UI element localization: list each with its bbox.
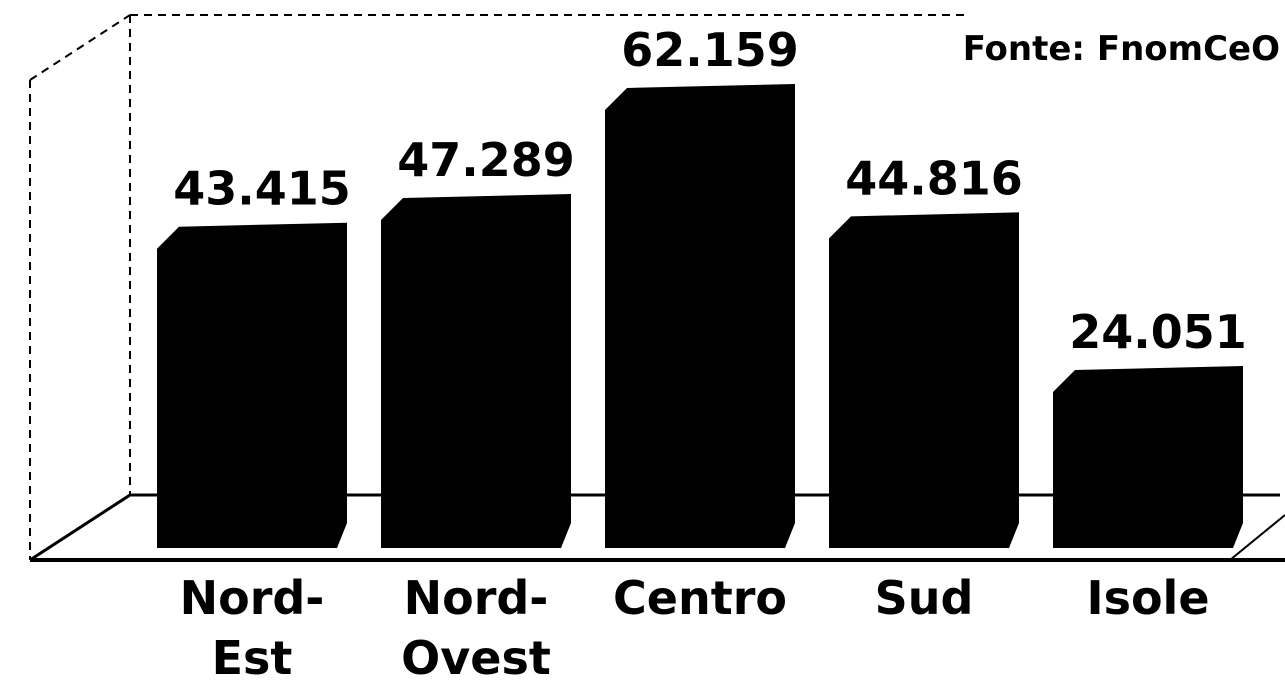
x-tick-label: Nord-Est <box>180 571 325 685</box>
x-tick-label: Isole <box>1086 571 1209 625</box>
bar <box>1053 366 1243 548</box>
bar <box>829 212 1019 548</box>
x-tick-label: Centro <box>613 571 787 625</box>
bar <box>157 222 347 549</box>
value-label: 47.289 <box>397 133 575 187</box>
value-label: 24.051 <box>1069 305 1247 359</box>
x-tick-label: Sud <box>875 571 974 625</box>
bar <box>381 194 571 549</box>
value-label: 43.415 <box>173 162 351 216</box>
bar <box>605 84 795 548</box>
x-tick-label: Nord-Ovest <box>401 571 551 685</box>
source-note: Fonte: FnomCeO <box>963 29 1280 69</box>
value-label: 44.816 <box>845 151 1023 205</box>
value-label: 62.159 <box>621 23 799 77</box>
